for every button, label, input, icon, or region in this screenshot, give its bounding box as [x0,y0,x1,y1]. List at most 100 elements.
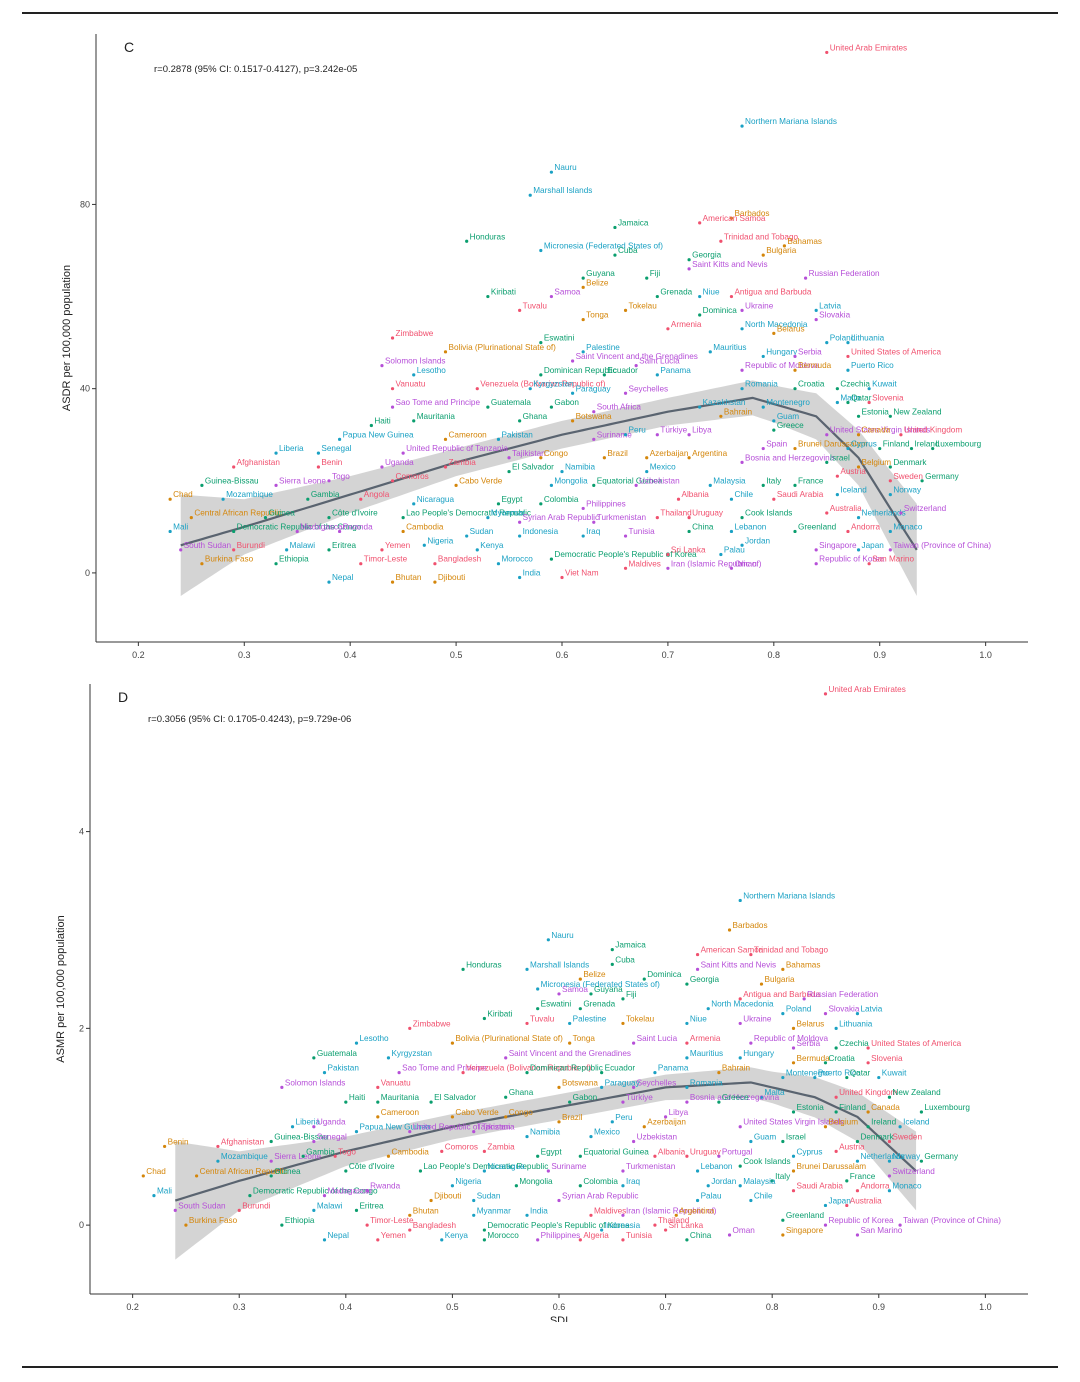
data-point [645,469,649,474]
data-point [179,548,183,552]
x-tick-label: 0.6 [556,650,569,660]
point-label: Tunisia [629,527,656,536]
point-label: Antigua and Barbuda [743,990,820,999]
point-label: Libya [692,426,712,435]
data-point [793,368,797,372]
data-point [549,557,554,561]
data-point [685,982,689,986]
data-point [685,1154,689,1158]
data-point [761,483,765,487]
data-point [312,1125,316,1129]
y-tick-label: 0 [79,1220,84,1230]
data-point [855,1189,860,1193]
data-point [687,516,691,520]
point-label: Lesotho [417,366,447,375]
data-point [274,483,278,487]
data-point [557,1085,561,1089]
data-point [655,433,659,437]
data-point [578,1007,582,1011]
data-point [772,428,776,432]
data-point [280,1085,284,1089]
data-point [687,258,691,262]
point-label: Lao People's Democratic Republic [406,509,531,518]
point-label: United Kingdom [904,426,962,435]
point-label: Benin [321,458,342,467]
data-point [825,50,829,55]
data-point [749,952,753,957]
data-point [717,1100,721,1104]
point-label: Chad [146,1167,166,1176]
x-tick-label: 0.2 [126,1302,139,1312]
top-rule [22,12,1058,14]
data-point [698,405,702,409]
point-label: Israel [830,453,850,462]
data-point [401,516,405,520]
data-point [496,502,501,506]
point-label: Nicaragua [417,495,455,504]
point-label: Algeria [583,1231,609,1240]
point-label: Spain [766,440,787,449]
point-label: Zambia [487,1142,515,1151]
data-point [344,1100,348,1104]
data-point [560,575,564,580]
point-label: Albania [658,1147,686,1156]
point-label: Cuba [615,955,635,964]
point-label: Germany [925,472,960,481]
point-label: China [690,1231,712,1240]
point-label: Djibouti [434,1192,461,1201]
point-label: Benin [168,1137,189,1146]
point-label: Kiribati [491,288,516,297]
point-label: Liberia [279,444,304,453]
data-point [887,1189,892,1193]
data-point [835,400,839,405]
data-point [570,419,575,423]
data-point [380,465,384,469]
point-label: United Republic of Tanzania [413,1123,515,1132]
point-label: Burundi [237,541,265,550]
point-label: Gambia [306,1147,335,1156]
point-label: Lebanon [734,522,766,531]
data-point [772,497,776,501]
data-point [504,1115,508,1119]
point-label: Guam [754,1133,776,1142]
data-point [518,419,522,423]
data-point [141,1174,145,1178]
data-point [248,1194,252,1198]
data-point [802,997,806,1001]
point-label: Bahamas [786,960,821,969]
point-label: Italy [766,476,782,485]
point-label: Congo [509,1108,534,1117]
point-label: Singapore [819,541,857,550]
point-label: Morocco [487,1231,519,1240]
data-point [791,1154,796,1158]
data-point [536,987,540,991]
data-point [740,516,744,520]
data-point [581,534,585,538]
point-label: Eswatini [541,1000,572,1009]
point-label: Chad [173,490,193,499]
point-label: El Salvador [512,463,554,472]
point-label: Djibouti [438,573,465,582]
point-label: Myanmar [491,509,525,518]
data-point [525,967,529,971]
data-point [602,456,606,460]
data-point [645,456,649,460]
point-label: Sudan [477,1192,501,1201]
point-label: Syrian Arab Republic [523,513,599,522]
data-point [791,1026,796,1030]
point-label: Israel [786,1133,806,1142]
point-label: Tajikistan [512,449,546,458]
data-point [695,1169,700,1173]
point-label: Sao Tome and Principe [396,398,481,407]
data-point [888,529,892,534]
data-point [482,1149,486,1153]
point-label: Rwanda [370,1182,400,1191]
point-label: Bermuda [798,361,832,370]
data-point [793,446,797,451]
data-point [221,497,225,501]
point-label: Namibia [530,1128,560,1137]
point-label: Mali [157,1187,172,1196]
point-label: Madagascar [328,1187,373,1196]
data-point [504,1056,508,1060]
point-label: Micronesia (Federated States of) [541,980,660,989]
